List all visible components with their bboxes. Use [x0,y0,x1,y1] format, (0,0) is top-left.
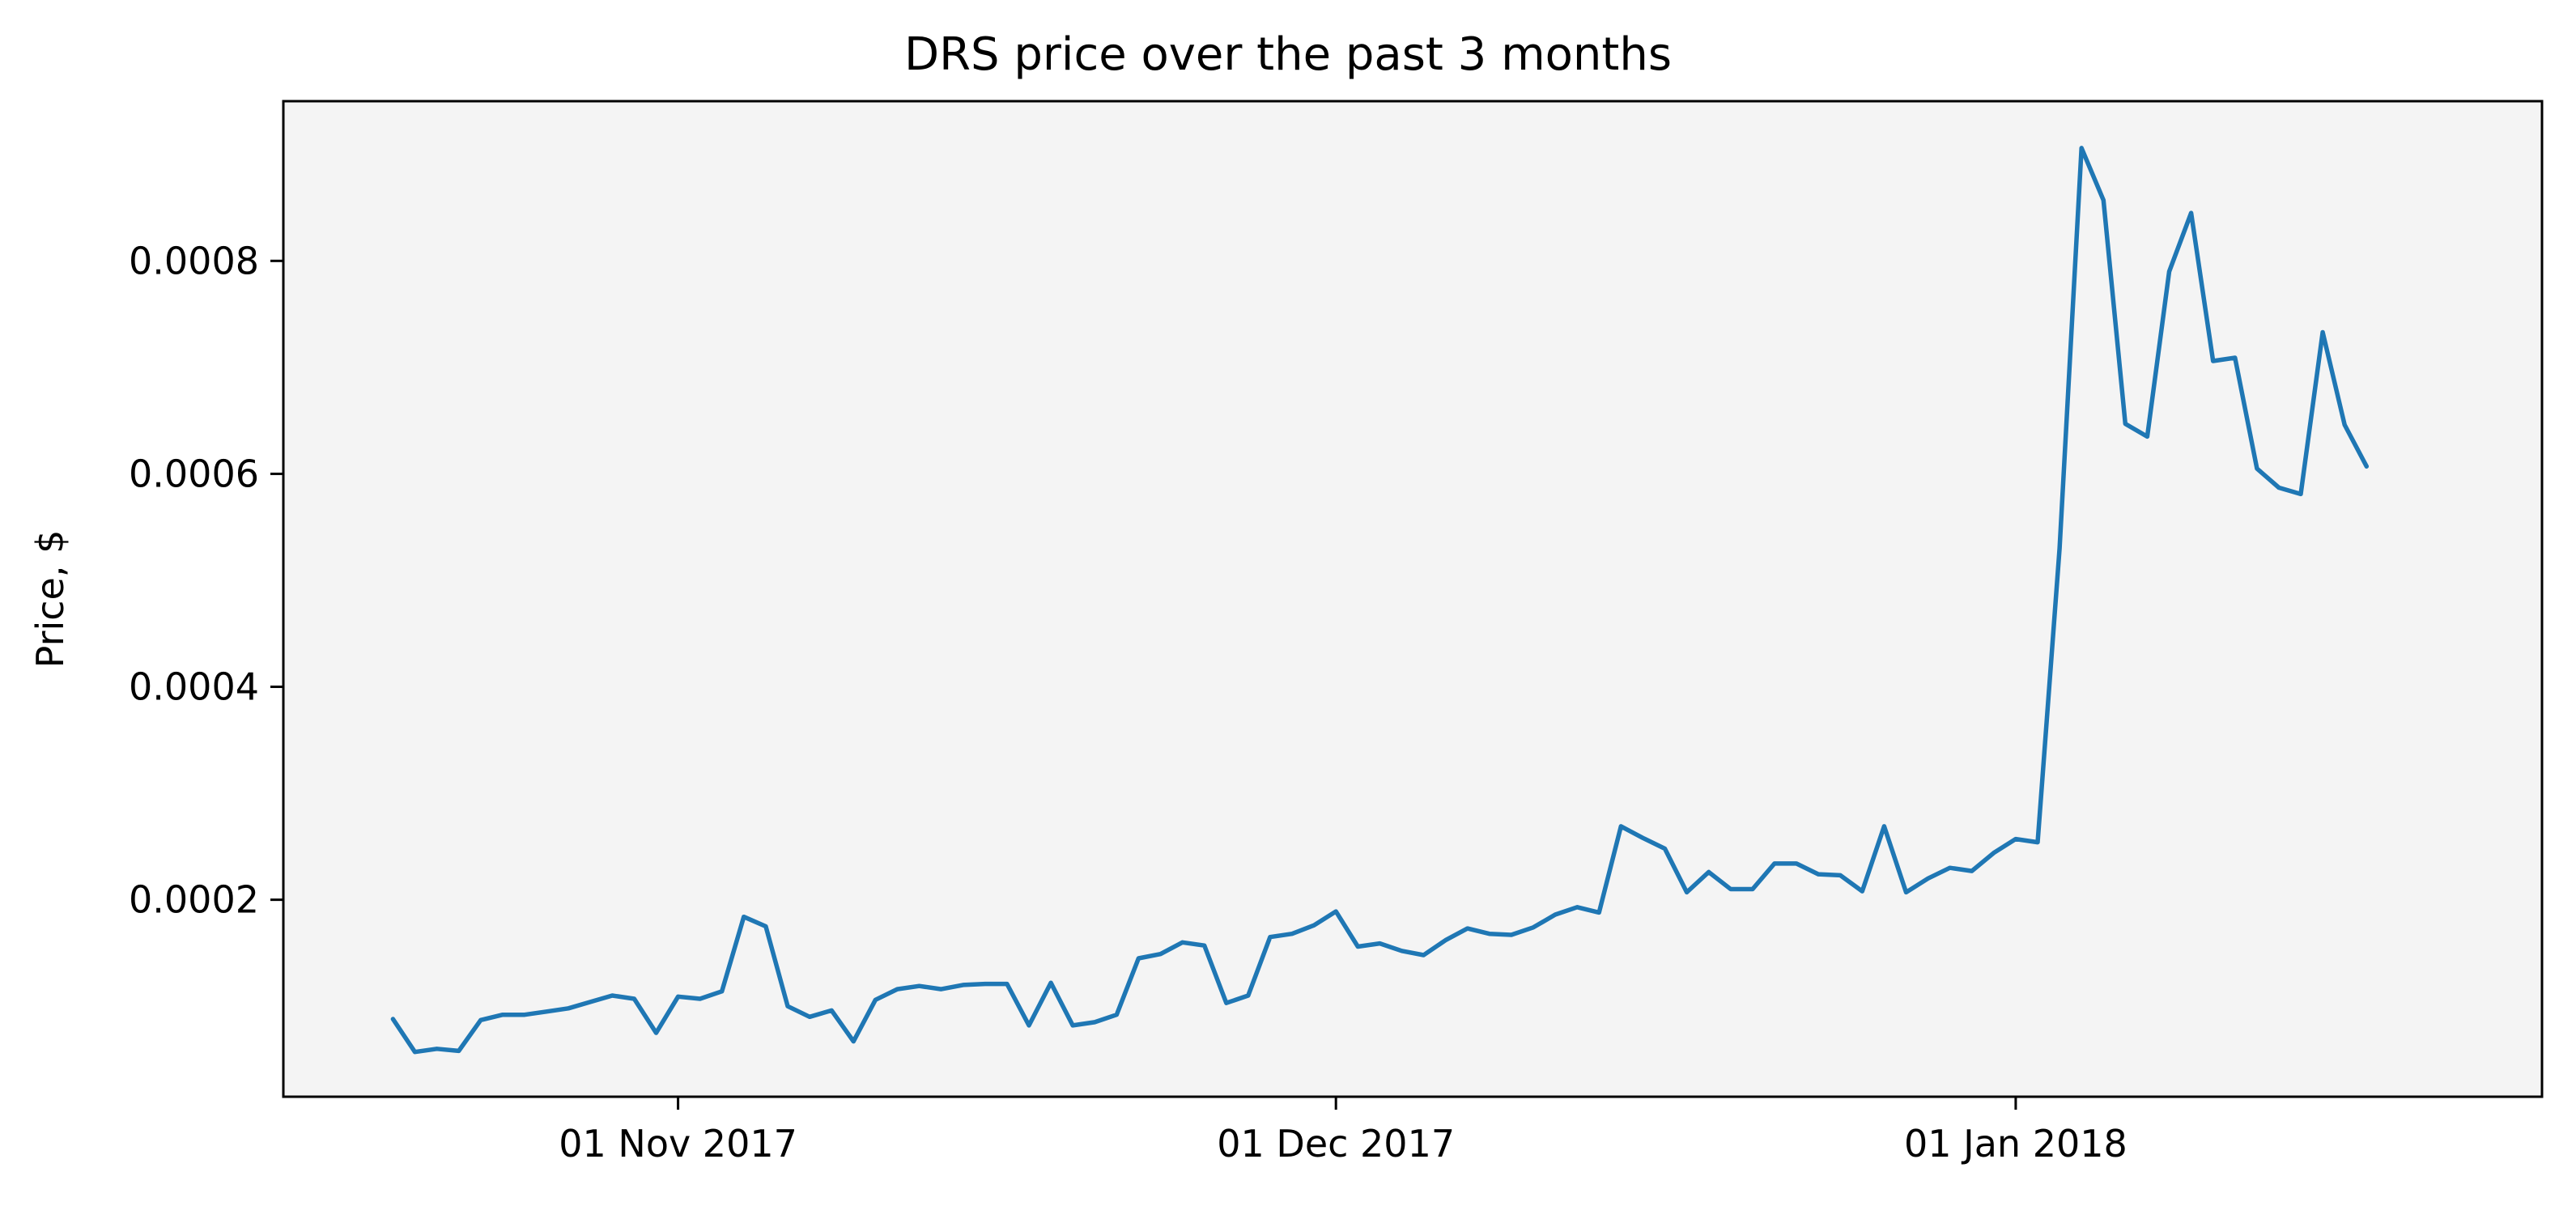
plot-area [283,101,2542,1097]
plot-frame [282,100,2544,1098]
y-axis-label: Price, $ [28,530,72,669]
x-axis: 01 Nov 2017 01 Dec 2017 01 Jan 2018 [559,1097,2128,1166]
y-tick-label: 0.0002 [129,878,259,922]
x-tick-label: 01 Nov 2017 [559,1122,797,1166]
price-line [390,146,2370,1055]
x-tick-label: 01 Jan 2018 [1904,1122,2128,1166]
y-axis: 0.0002 0.0004 0.0006 0.0008 [129,239,283,922]
x-tick-label: 01 Dec 2017 [1217,1122,1455,1166]
y-tick-label: 0.0008 [129,239,259,282]
y-tick-label: 0.0006 [129,452,259,495]
y-tick-label: 0.0004 [129,665,259,709]
chart-title: DRS price over the past 3 months [904,28,1672,81]
